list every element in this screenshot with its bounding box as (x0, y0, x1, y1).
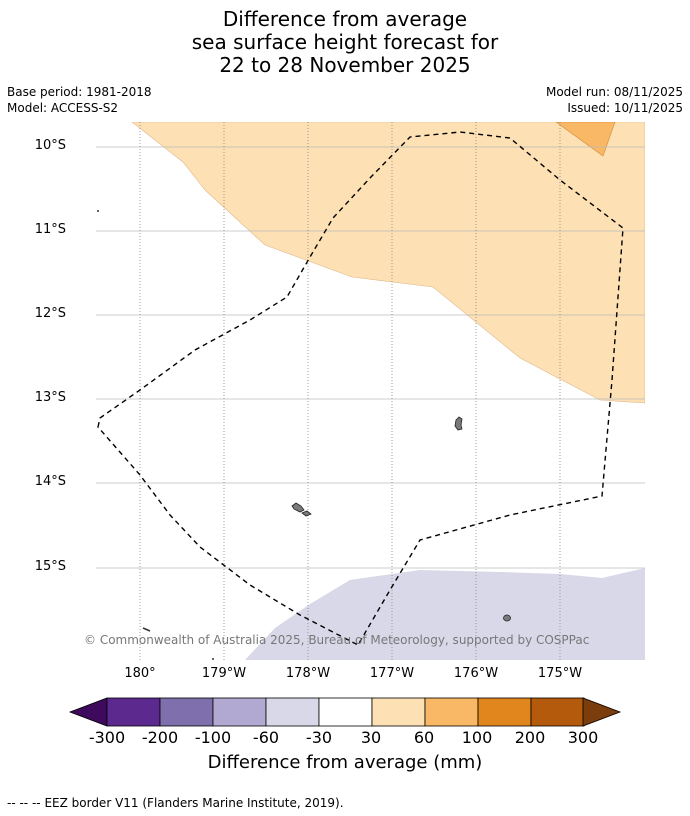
colorbar-high-extension (582, 697, 622, 727)
colorbar (68, 697, 622, 727)
latitude-gridlines (96, 146, 645, 569)
copyright-notice: © Commonwealth of Australia 2025, Bureau… (84, 633, 590, 647)
colorbar-cell (424, 697, 479, 727)
colorbar-cells (106, 697, 585, 727)
island-south (503, 614, 511, 622)
colorbar-tick-300: 300 (567, 728, 599, 747)
anomaly-region-30-60 (131, 122, 645, 404)
island-west-a (291, 502, 305, 513)
islet-bottom (212, 658, 214, 660)
colorbar-cell (318, 697, 373, 727)
islands (97, 210, 511, 660)
title-line-3: 22 to 28 November 2025 (219, 53, 471, 77)
model-name: Model: ACCESS-S2 (7, 101, 119, 115)
colorbar-tick-30: 30 (360, 728, 382, 747)
lat-label-11s: 11°S (34, 222, 66, 237)
colorbar-cell (159, 697, 214, 727)
colorbar-cell (371, 697, 426, 727)
colorbar-tick-60: 60 (413, 728, 435, 747)
colorbar-cell (106, 697, 161, 727)
lat-label-14s: 14°S (34, 474, 66, 489)
colorbar-tick-neg60: -60 (252, 728, 280, 747)
colorbar-tick-neg200: -200 (141, 728, 179, 747)
colorbar-tick-100: 100 (461, 728, 493, 747)
colorbar-cell (212, 697, 267, 727)
legend-footer: -- -- -- EEZ border V11 (Flanders Marine… (7, 796, 344, 810)
island-west-b (301, 510, 312, 517)
colorbar-tick-neg30: -30 (305, 728, 333, 747)
colorbar-cell (530, 697, 585, 727)
lon-label-178w: 178°W (285, 666, 331, 681)
eez-border (97, 131, 624, 646)
island-east (454, 416, 463, 431)
lon-label-175w: 175°W (537, 666, 583, 681)
lat-label-13s: 13°S (34, 390, 66, 405)
colorbar-tick-neg300: -300 (88, 728, 126, 747)
map-plot-area (96, 122, 645, 660)
anomaly-region-neg30-neg60 (245, 568, 645, 660)
lon-label-179w: 179°W (201, 666, 247, 681)
colorbar-low-extension (68, 697, 108, 727)
meta-left: Base period: 1981-2018 Model: ACCESS-S2 (7, 84, 152, 116)
lat-label-10s: 10°S (34, 138, 66, 153)
base-period: Base period: 1981-2018 (7, 85, 152, 99)
chart-title: Difference from average sea surface heig… (0, 8, 690, 77)
lat-label-15s: 15°S (34, 559, 66, 574)
colorbar-label: Difference from average (mm) (207, 752, 483, 773)
islet-north (97, 210, 99, 212)
islet-south-west (142, 627, 151, 632)
lon-label-176w: 176°W (453, 666, 499, 681)
model-run: Model run: 08/11/2025 (545, 85, 683, 99)
colorbar-tick-neg100: -100 (194, 728, 232, 747)
lat-label-12s: 12°S (34, 306, 66, 321)
eez-legend-symbol: -- -- -- (7, 796, 41, 810)
issued-date: Issued: 10/11/2025 (567, 101, 683, 115)
eez-legend-text: EEZ border V11 (Flanders Marine Institut… (44, 796, 344, 810)
lon-label-180: 180° (124, 666, 156, 681)
lon-label-177w: 177°W (369, 666, 415, 681)
title-line-2: sea surface height forecast for (191, 30, 499, 54)
colorbar-cell (265, 697, 320, 727)
colorbar-tick-200: 200 (514, 728, 546, 747)
colorbar-cell (477, 697, 532, 727)
title-line-1: Difference from average (222, 7, 468, 31)
meta-right: Model run: 08/11/2025 Issued: 10/11/2025 (546, 84, 683, 116)
anomaly-region-60-100 (555, 122, 616, 157)
